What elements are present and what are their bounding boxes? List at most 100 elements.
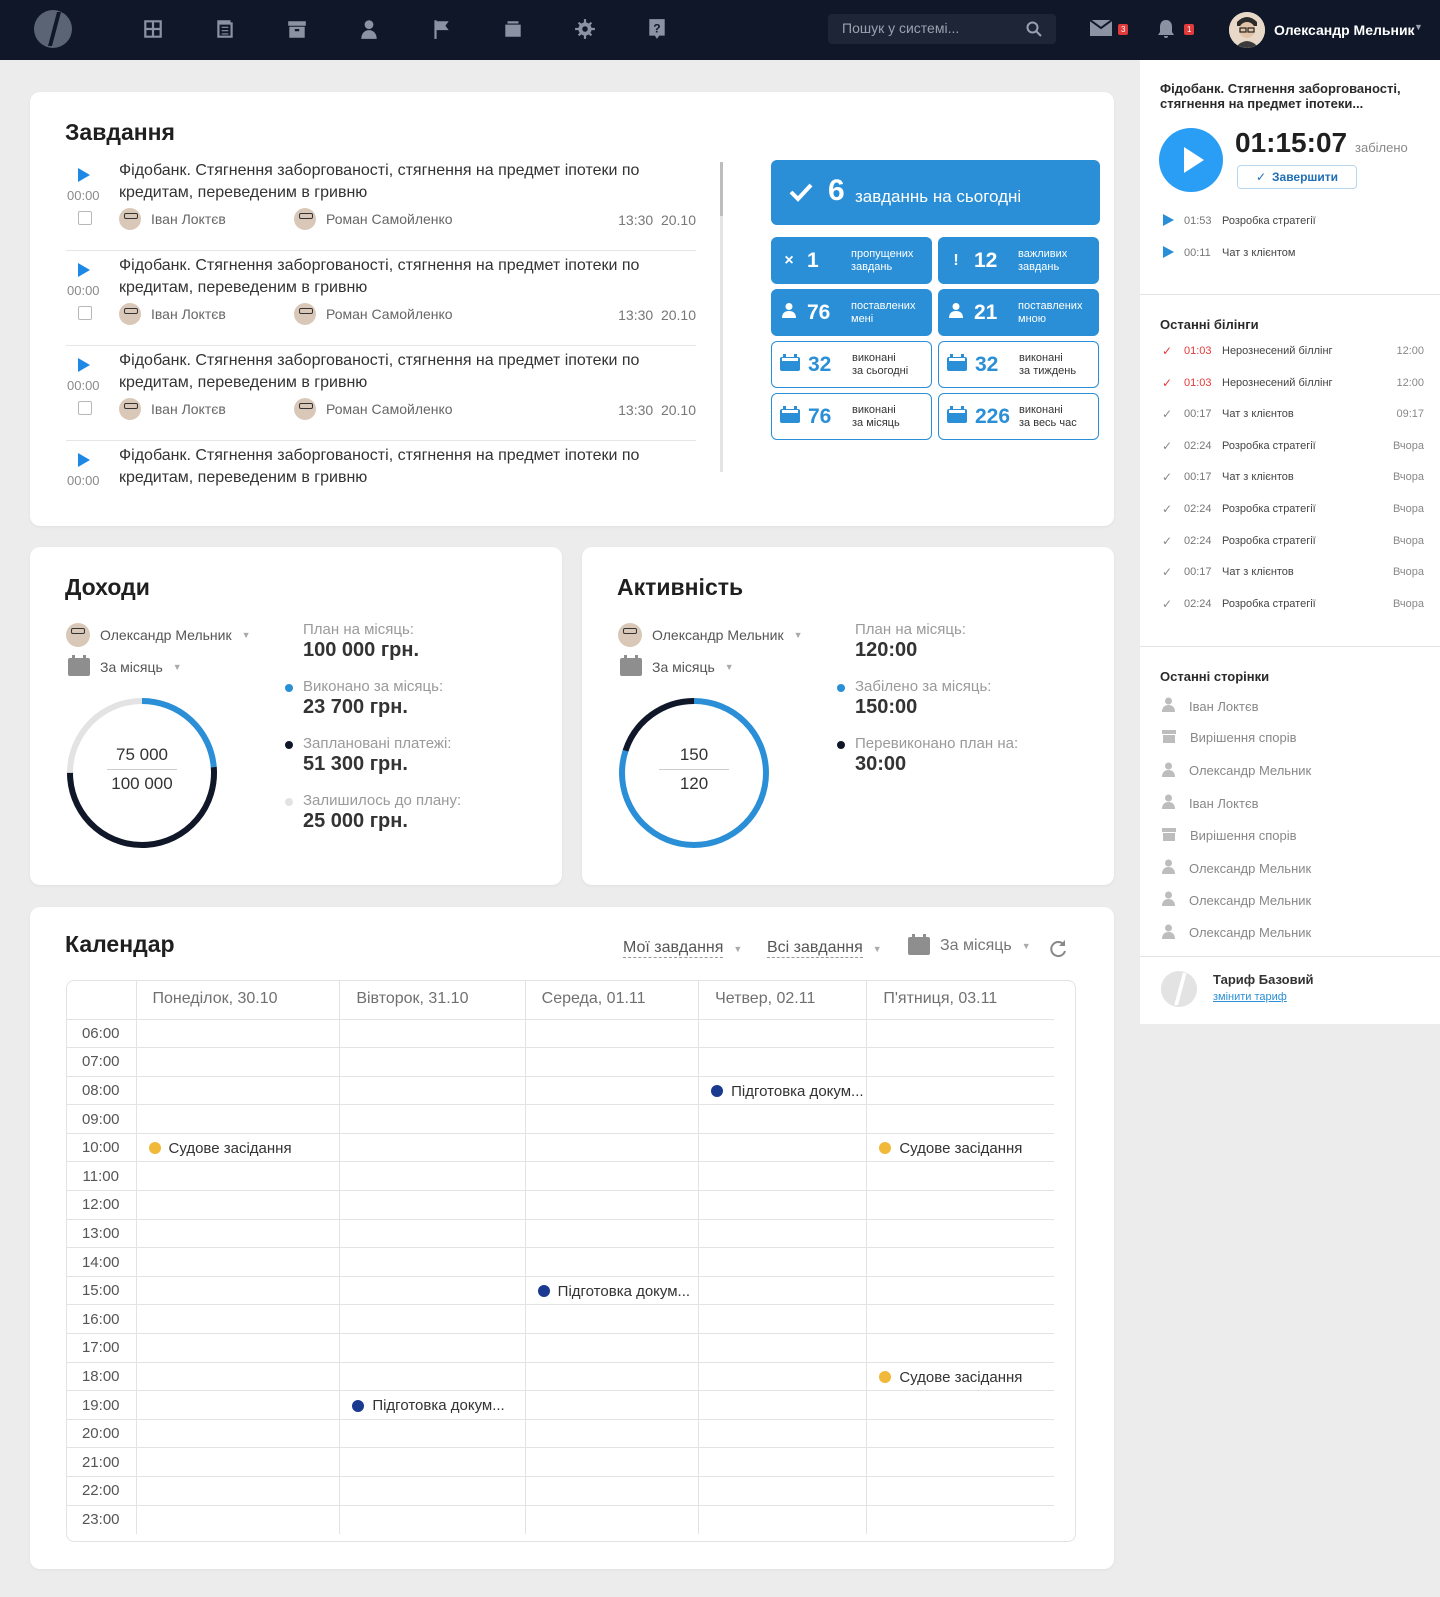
task-title[interactable]: Фідобанк. Стягнення заборгованості, стяг… [119,352,640,391]
calendar-cell[interactable] [524,1218,700,1249]
calendar-cell[interactable] [866,1390,1054,1420]
calendar-cell[interactable] [135,1304,341,1335]
calendar-cell[interactable] [524,1304,700,1335]
calendar-cell[interactable] [698,1361,868,1392]
calendar-cell[interactable] [524,1361,700,1392]
calendar-cell[interactable] [135,1390,341,1420]
calendar-cell[interactable] [524,1047,700,1077]
timer-play-button[interactable] [1159,128,1223,192]
calendar-cell[interactable] [339,1418,526,1449]
calendar-cell[interactable] [524,1190,700,1220]
user-name[interactable]: Олександр Мельник [1274,22,1415,38]
calendar-cell[interactable] [339,1447,526,1477]
my-tasks-filter[interactable]: Мої завдання ▼ [623,939,742,958]
calendar-event[interactable]: Підготовка докум... [711,1083,864,1100]
calendar-cell[interactable] [698,1275,868,1306]
calendar-cell[interactable] [698,1161,868,1192]
calendar-cell[interactable] [866,1476,1054,1506]
calendar-cell[interactable] [135,1247,341,1277]
play-icon[interactable] [78,453,90,467]
today-tasks-button[interactable]: 6 завданнь на сьогодні [771,160,1100,225]
calendar-cell[interactable] [524,1447,700,1477]
task-assignee[interactable]: Роман Самойленко [294,208,453,230]
calendar-cell[interactable] [339,1504,526,1534]
task-author[interactable]: Іван Локтєв [119,398,226,420]
user-menu-chevron-icon[interactable]: ▼ [1414,22,1423,32]
calendar-cell[interactable] [524,1132,700,1163]
task-stat-button[interactable]: 76 виконані за місяць [771,393,932,440]
recent-page-item[interactable]: Вирішення спорів [1162,729,1297,746]
calendar-cell[interactable] [135,1190,341,1220]
task-assignee[interactable]: Роман Самойленко [294,303,453,325]
current-task-title[interactable]: Фідобанк. Стягнення заборгованості, стяг… [1160,81,1401,111]
task-title[interactable]: Фідобанк. Стягнення заборгованості, стяг… [119,162,640,201]
calendar-cell[interactable] [866,1047,1054,1077]
billing-item[interactable]: ✓ 02:24 Розробка стратегії Вчора [1162,531,1424,551]
flag-icon[interactable] [429,17,453,41]
documents-icon[interactable] [213,17,237,41]
calendar-cell[interactable] [524,1504,700,1534]
calendar-cell[interactable] [524,1390,700,1420]
calendar-cell[interactable] [698,1047,868,1077]
task-stat-button[interactable]: 21 поставлених мною [938,289,1099,336]
tasks-scrollbar[interactable] [720,162,723,472]
calendar-cell[interactable] [339,1275,526,1306]
recent-timer-item[interactable]: 00:11 Чат з клієнтом [1162,243,1424,263]
task-author[interactable]: Іван Локтєв [119,208,226,230]
calendar-cell[interactable]: Підготовка докум... [339,1390,526,1420]
calendar-cell[interactable] [524,1418,700,1449]
calendar-cell[interactable]: Судове засідання [866,1361,1054,1392]
task-author[interactable]: Іван Локтєв [119,303,226,325]
calendar-cell[interactable] [135,1447,341,1477]
search-input[interactable]: Пошук у системі... [828,14,1056,44]
calendar-event[interactable]: Підготовка докум... [352,1397,505,1414]
task-stat-button[interactable]: 32 виконані за тиждень [938,341,1099,388]
calendar-cell[interactable] [524,1476,700,1506]
calendar-cell[interactable] [135,1075,341,1106]
calendar-cell[interactable] [698,1247,868,1277]
user-avatar[interactable] [1229,12,1265,48]
help-icon[interactable]: ? [645,17,669,41]
recent-page-item[interactable]: Вирішення спорів [1162,827,1297,844]
billing-item[interactable]: ✓ 00:17 Чат з клієнтов 09:17 [1162,404,1424,424]
activity-user-select[interactable]: Олександр Мельник ▼ [618,623,803,647]
income-user-select[interactable]: Олександр Мельник ▼ [66,623,251,647]
calendar-cell[interactable] [866,1190,1054,1220]
recent-page-item[interactable]: Олександр Мельник [1162,891,1311,909]
calendar-cell[interactable] [866,1218,1054,1249]
billing-item[interactable]: ✓ 02:24 Розробка стратегії Вчора [1162,436,1424,456]
calendar-cell[interactable] [135,1275,341,1306]
calendar-cell[interactable] [339,1218,526,1249]
settings-icon[interactable] [573,17,597,41]
wallet-icon[interactable] [501,17,525,41]
task-stat-button[interactable]: × 1 пропущених завдань [771,237,932,284]
calendar-cell[interactable] [339,1047,526,1077]
notifications-button[interactable]: 1 [1156,19,1195,44]
task-title[interactable]: Фідобанк. Стягнення заборгованості, стяг… [119,447,640,486]
calendar-cell[interactable] [135,1361,341,1392]
calendar-cell[interactable] [524,1018,700,1049]
calendar-cell[interactable] [698,1218,868,1249]
play-icon[interactable] [1162,213,1184,229]
calendar-cell[interactable] [135,1418,341,1449]
calendar-cell[interactable] [524,1333,700,1363]
billing-item[interactable]: ✓ 02:24 Розробка стратегії Вчора [1162,594,1424,614]
calendar-cell[interactable] [698,1333,868,1363]
all-tasks-filter[interactable]: Всі завдання ▼ [767,939,882,958]
calendar-cell[interactable] [698,1476,868,1506]
recent-page-item[interactable]: Олександр Мельник [1162,762,1311,780]
task-assignee[interactable]: Роман Самойленко [294,398,453,420]
calendar-cell[interactable] [698,1447,868,1477]
task-stat-button[interactable]: 76 поставлених мені [771,289,932,336]
calendar-cell[interactable] [135,1333,341,1363]
calendar-cell[interactable] [339,1247,526,1277]
calendar-cell[interactable] [135,1018,341,1049]
activity-period-select[interactable]: За місяць ▼ [620,655,734,676]
calendar-cell[interactable] [339,1161,526,1192]
play-icon[interactable] [78,263,90,277]
calendar-cell[interactable] [866,1104,1054,1134]
calendar-cell[interactable]: Підготовка докум... [524,1275,700,1306]
change-tariff-link[interactable]: змінити тариф [1213,991,1287,1003]
task-item[interactable]: 00:00 Фідобанк. Стягнення заборгованості… [66,441,696,501]
calendar-cell[interactable] [339,1333,526,1363]
